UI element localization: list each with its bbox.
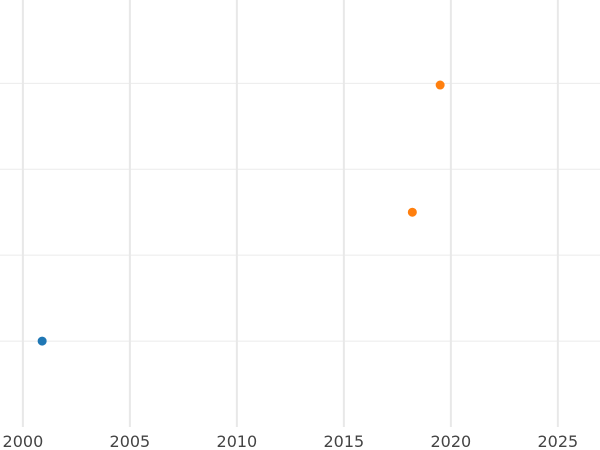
x-tick-label: 2010: [217, 432, 258, 450]
x-tick-label: 2025: [537, 432, 578, 450]
x-tick-label: 2020: [430, 432, 471, 450]
data-point: [407, 207, 417, 217]
data-point: [37, 336, 47, 346]
x-tick-label: 2000: [3, 432, 44, 450]
x-tick-label: 2015: [324, 432, 365, 450]
data-point: [435, 80, 445, 90]
x-tick-label: 2005: [110, 432, 151, 450]
